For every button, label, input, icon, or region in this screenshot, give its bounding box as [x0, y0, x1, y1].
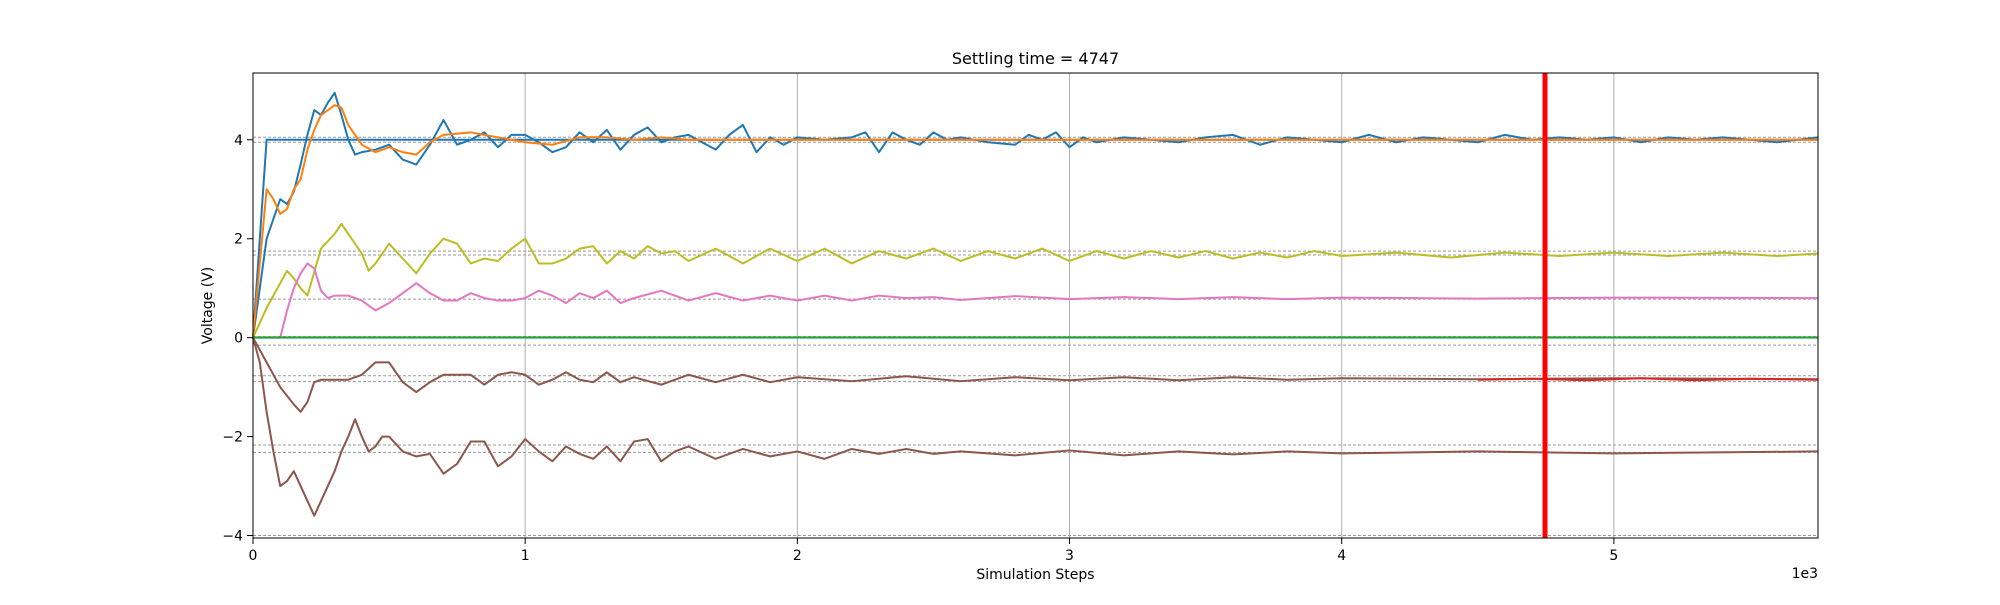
series-line-3	[252, 222, 1819, 339]
series-line-7	[252, 337, 1819, 413]
x-axis-label: Simulation Steps	[976, 567, 1094, 583]
chart-title: Settling time = 4747	[952, 49, 1119, 68]
y-tick-label: 2	[234, 232, 243, 248]
series-line-8	[1477, 377, 1819, 382]
x-axis-offset-label: 1e3	[1792, 566, 1818, 582]
series-layer	[252, 91, 1819, 517]
setpoint-step-line	[252, 138, 1818, 338]
series-line-1	[252, 91, 1819, 338]
y-tick-label: 0	[234, 331, 243, 347]
plot-frame	[252, 72, 1819, 539]
series-line-9	[252, 337, 1819, 517]
y-tick-label: −2	[222, 430, 243, 446]
x-tick-label: 4	[1337, 548, 1346, 564]
y-axis-label: Voltage (V)	[200, 267, 216, 344]
x-tick-label: 2	[793, 548, 802, 564]
x-tick-label: 5	[1609, 548, 1618, 564]
x-tick-label: 1	[521, 548, 530, 564]
x-tick-label: 0	[249, 548, 258, 564]
series-line-2	[252, 104, 1818, 338]
y-tick-label: 4	[234, 133, 243, 149]
y-tick-label: −4	[222, 529, 243, 545]
axis-ticks: 0 1 2 3 4 5 −4 −2 0 2 4	[222, 133, 1618, 564]
x-tick-label: 3	[1065, 548, 1074, 564]
series-line-4	[253, 262, 1819, 339]
